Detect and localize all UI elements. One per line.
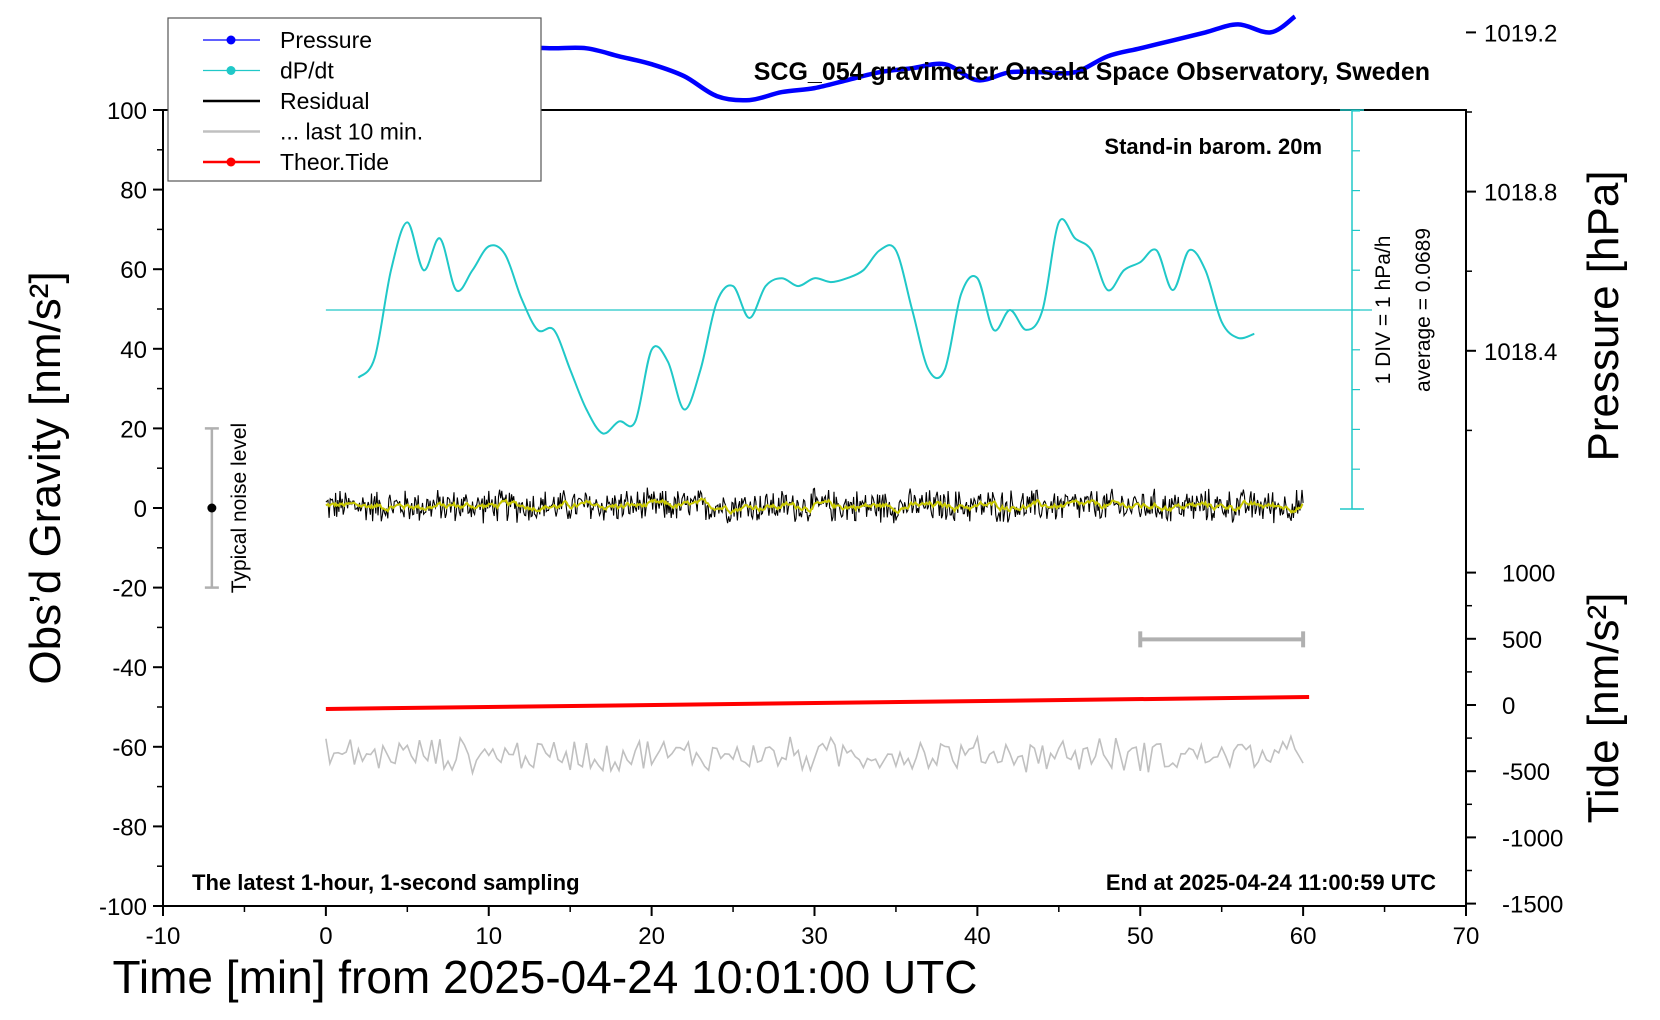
y-tick-label: 20 (120, 416, 147, 443)
y-tick-label: 60 (120, 257, 147, 284)
y-tick-label: -40 (112, 655, 147, 682)
sampling-note: The latest 1-hour, 1-second sampling (192, 870, 580, 895)
y-axis-label-pressure: Pressure [hPa] (1579, 170, 1628, 461)
legend: Pressure dP/dt Residual ... last 10 min. The… (167, 17, 542, 182)
y-tick-label: -80 (112, 814, 147, 841)
legend-marker (226, 35, 236, 45)
y-axis-label-tide: Tide [nm/s²] (1579, 593, 1628, 824)
y-tick-label: 100 (107, 98, 147, 125)
y-tick-label: -20 (112, 576, 147, 603)
axes-group: -10 0 10 20 30 40 50 60 70100806040200-20-40-60-… (99, 20, 1563, 950)
tide-tick-label: 1000 (1502, 561, 1555, 588)
x-tick-label: -10 (146, 923, 181, 950)
y-tick-label: -60 (112, 735, 147, 762)
x-tick-label: 30 (801, 923, 828, 950)
x-tick-label: 70 (1453, 923, 1480, 950)
legend-label: Theor.Tide (280, 149, 389, 175)
pressure-tick-label: 1019.2 (1484, 20, 1557, 47)
x-tick-label: 10 (475, 923, 502, 950)
noise-center-dot (207, 503, 217, 513)
tide-line (325, 695, 1310, 711)
end-time-note: End at 2025-04-24 11:00:59 UTC (1106, 870, 1436, 895)
tide-tick-label: -1000 (1502, 825, 1563, 852)
y-axis-label-gravity: Obs’d Gravity [nm/s²] (21, 271, 70, 684)
pressure-tick-label: 1018.8 (1484, 180, 1557, 207)
x-tick-label: 0 (319, 923, 332, 950)
y-tick-label: -100 (99, 894, 147, 921)
dpdt-div-label: 1 DIV = 1 hPa/h (1372, 236, 1395, 385)
tide-tick-label: 0 (1502, 693, 1515, 720)
legend-label: ... last 10 min. (280, 119, 423, 145)
legend-marker (226, 157, 236, 167)
x-tick-label: 50 (1127, 923, 1154, 950)
legend-label: Pressure (280, 27, 372, 53)
last10-line (325, 733, 1304, 777)
standin-barometer-note: Stand-in barom. 20m (1104, 134, 1322, 159)
y-tick-label: 0 (134, 496, 147, 523)
x-tick-label: 60 (1290, 923, 1317, 950)
tide-tick-label: 500 (1502, 627, 1542, 654)
x-tick-label: 20 (638, 923, 665, 950)
residual-smoothed-line (325, 497, 1304, 516)
legend-box (167, 17, 542, 182)
series-group (204, 14, 1372, 777)
x-tick-label: 40 (964, 923, 991, 950)
y-tick-label: 40 (120, 337, 147, 364)
legend-marker (226, 66, 236, 75)
tide-tick-label: -500 (1502, 759, 1550, 786)
dpdt-line (357, 218, 1255, 435)
chart-title: SCG_054 gravimeter Onsala Space Observat… (754, 58, 1430, 86)
noise-level-label: Typical noise level (228, 423, 251, 593)
residual-line (325, 487, 1304, 524)
tide-tick-label: -1500 (1502, 892, 1563, 919)
legend-label: Residual (280, 88, 370, 114)
y-tick-label: 80 (120, 178, 147, 205)
legend-label: dP/dt (280, 58, 334, 84)
dpdt-average-label: average = 0.0689 (1412, 228, 1435, 392)
pressure-tick-label: 1018.4 (1484, 339, 1557, 366)
x-axis-label: Time [min] from 2025-04-24 10:01:00 UTC (113, 951, 978, 1003)
